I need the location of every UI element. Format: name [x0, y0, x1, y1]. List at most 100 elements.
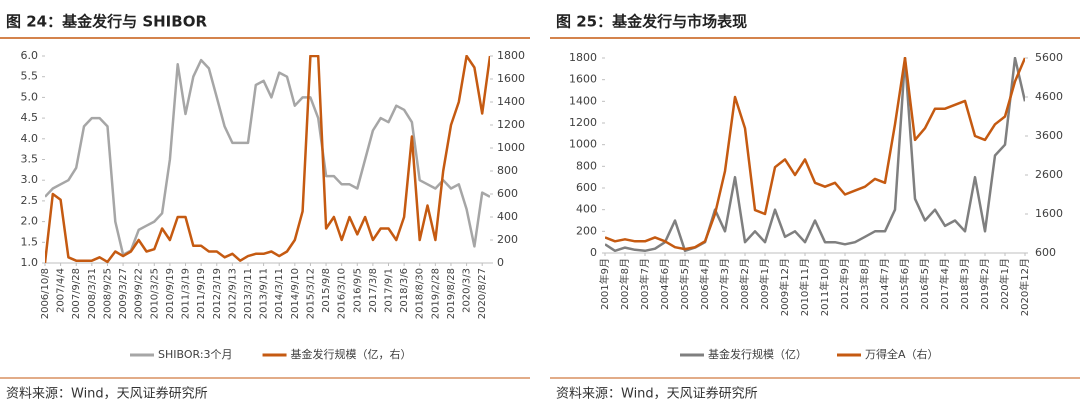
- y2-tick-label: 600: [497, 187, 518, 200]
- x-tick-label: 2018/8/30: [415, 268, 426, 319]
- y2-tick-label: 3600: [1035, 129, 1063, 142]
- y2-tick-label: 1600: [497, 72, 525, 85]
- x-tick-label: 2020年12月: [1018, 258, 1031, 316]
- y-tick-label: 4.5: [21, 111, 39, 124]
- x-tick-label: 2020年1月: [998, 258, 1011, 310]
- x-tick-label: 2012/9/13: [227, 268, 238, 319]
- x-tick-label: 2006/10/8: [40, 268, 51, 319]
- x-tick-label: 2019/2/28: [430, 268, 441, 319]
- x-tick-label: 2019/8/28: [446, 268, 457, 319]
- x-tick-label: 2008/9/25: [102, 268, 113, 319]
- y-tick-label: 800: [576, 159, 597, 172]
- y-tick-label: 2.5: [21, 194, 39, 207]
- series-line: [605, 57, 1025, 253]
- x-tick-label: 2014年7月: [878, 258, 891, 310]
- x-tick-label: 2015年6月: [898, 258, 911, 310]
- x-tick-label: 2010/3/25: [149, 268, 160, 319]
- y-tick-label: 5.5: [21, 70, 39, 83]
- series-line: [45, 55, 490, 263]
- x-tick-label: 2003年7月: [638, 258, 651, 310]
- y-tick-label: 3.5: [21, 153, 39, 166]
- x-tick-label: 2009年12月: [778, 258, 791, 316]
- y2-tick-label: 200: [497, 233, 518, 246]
- source-note: 资料来源：Wind，天风证券研究所: [556, 386, 758, 402]
- y-tick-label: 6.0: [21, 49, 39, 62]
- x-tick-label: 2009年1月: [758, 258, 771, 310]
- x-tick-label: 2002年8月: [618, 258, 631, 310]
- legend-label: 基金发行规模（亿）: [708, 347, 807, 361]
- y2-tick-label: 1800: [497, 49, 525, 62]
- y-tick-label: 1.5: [21, 235, 39, 248]
- y2-tick-label: 4600: [1035, 90, 1063, 103]
- x-tick-label: 2015/3/12: [305, 268, 316, 319]
- x-tick-label: 2007年3月: [718, 258, 731, 310]
- x-tick-label: 2008年2月: [738, 258, 751, 310]
- y-tick-label: 1200: [569, 116, 597, 129]
- y-tick-label: 600: [576, 181, 597, 194]
- x-tick-label: 2016/9/5: [352, 268, 363, 313]
- y-tick-label: 3.0: [21, 173, 39, 186]
- x-tick-label: 2010/9/19: [165, 268, 176, 319]
- x-tick-label: 2009/9/22: [134, 268, 145, 319]
- y2-tick-label: 1400: [497, 95, 525, 108]
- y-tick-label: 1600: [569, 73, 597, 86]
- x-tick-label: 2017年4月: [938, 258, 951, 310]
- x-tick-label: 2013/9/11: [259, 268, 270, 319]
- y2-tick-label: 1600: [1035, 207, 1063, 220]
- x-tick-label: 2008/3/31: [87, 268, 98, 319]
- y2-tick-label: 800: [497, 164, 518, 177]
- x-tick-label: 2007/9/28: [71, 268, 82, 319]
- y-tick-label: 4.0: [21, 132, 39, 145]
- x-tick-label: 2019年2月: [978, 258, 991, 310]
- x-tick-label: 2009/3/27: [118, 268, 129, 319]
- chart-title: 图 24：基金发行与 SHIBOR: [6, 13, 207, 31]
- x-tick-label: 2016年5月: [918, 258, 931, 310]
- series-line: [605, 57, 1025, 251]
- x-tick-label: 2013年8月: [858, 258, 871, 310]
- x-tick-label: 2020/3/3: [462, 268, 473, 313]
- y2-tick-label: 600: [1035, 246, 1056, 259]
- legend-label: 万得全A（右）: [865, 347, 939, 361]
- x-tick-label: 2018年3月: [958, 258, 971, 310]
- legend-label: SHIBOR:3个月: [158, 348, 233, 361]
- x-tick-label: 2011年10月: [818, 258, 831, 316]
- x-tick-label: 2017/3/8: [368, 268, 379, 313]
- x-tick-label: 2013/3/11: [243, 268, 254, 319]
- y2-tick-label: 1000: [497, 141, 525, 154]
- y-tick-label: 0: [590, 246, 597, 259]
- x-tick-label: 2007/4/4: [56, 268, 67, 313]
- x-tick-label: 2010年11月: [798, 258, 811, 316]
- source-note: 资料来源：Wind，天风证券研究所: [6, 386, 208, 402]
- y-tick-label: 200: [576, 224, 597, 237]
- x-tick-label: 2012年9月: [838, 258, 851, 310]
- y-tick-label: 2.0: [21, 215, 39, 228]
- x-tick-label: 2018/3/6: [399, 268, 410, 313]
- chart-title: 图 25：基金发行与市场表现: [556, 13, 747, 31]
- x-tick-label: 2005年5月: [678, 258, 691, 310]
- y2-tick-label: 1200: [497, 118, 525, 131]
- x-tick-label: 2014/3/11: [274, 268, 285, 319]
- x-tick-label: 2012/3/19: [212, 268, 223, 319]
- x-tick-label: 2011/9/19: [196, 268, 207, 319]
- y-tick-label: 1.0: [21, 256, 39, 269]
- y2-tick-label: 5600: [1035, 51, 1063, 64]
- x-tick-label: 2015/9/8: [321, 268, 332, 313]
- x-tick-label: 2006年4月: [698, 258, 711, 310]
- y2-tick-label: 0: [497, 256, 504, 269]
- y-tick-label: 1800: [569, 51, 597, 64]
- y-tick-label: 1000: [569, 138, 597, 151]
- x-tick-label: 2016/3/10: [337, 268, 348, 319]
- y-tick-label: 5.0: [21, 90, 39, 103]
- y2-tick-label: 400: [497, 210, 518, 223]
- x-tick-label: 2017/9/1: [384, 268, 395, 313]
- x-tick-label: 2011/3/19: [181, 268, 192, 319]
- x-tick-label: 2014/9/10: [290, 268, 301, 319]
- x-tick-label: 2004年6月: [658, 258, 671, 310]
- x-tick-label: 2001年9月: [598, 258, 611, 310]
- y2-tick-label: 2600: [1035, 168, 1063, 181]
- x-tick-label: 2020/8/27: [477, 268, 488, 319]
- legend-label: 基金发行规模（亿，右）: [291, 347, 412, 361]
- series-line: [45, 58, 490, 256]
- y-tick-label: 400: [576, 203, 597, 216]
